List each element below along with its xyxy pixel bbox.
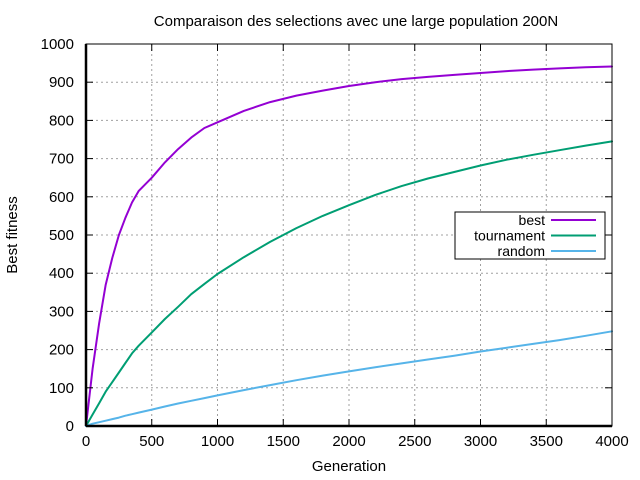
series-line-best — [85, 65, 613, 427]
x-tick-label: 2500 — [398, 433, 431, 450]
legend-label-random: random — [498, 243, 545, 259]
x-tick-label: 1500 — [267, 433, 300, 450]
y-tick-label: 700 — [49, 151, 74, 168]
y-axis-ticks: 0 100 200 300 400 500 600 700 800 900 1000 — [41, 36, 612, 435]
series-layer — [85, 65, 613, 427]
y-tick-label: 200 — [49, 342, 74, 359]
y-tick-label: 100 — [49, 380, 74, 397]
x-tick-label: 3000 — [464, 433, 497, 450]
x-tick-label: 4000 — [595, 433, 628, 450]
y-tick-label: 900 — [49, 74, 74, 91]
chart-title: Comparaison des selections avec une larg… — [154, 13, 558, 30]
legend-label-tournament: tournament — [474, 228, 545, 244]
series-line-random — [85, 330, 613, 427]
y-tick-label: 800 — [49, 112, 74, 129]
x-tick-label: 2000 — [332, 433, 365, 450]
legend-label-best: best — [519, 212, 546, 228]
x-tick-label: 3500 — [530, 433, 563, 450]
y-tick-label: 500 — [49, 227, 74, 244]
x-tick-label: 0 — [82, 433, 90, 450]
y-tick-label: 600 — [49, 189, 74, 206]
y-tick-label: 300 — [49, 303, 74, 320]
series-line-tournament — [85, 140, 613, 427]
y-tick-label: 0 — [66, 418, 74, 435]
y-tick-label: 1000 — [41, 36, 74, 53]
y-axis-label: Best fitness — [4, 196, 21, 274]
x-tick-label: 1000 — [201, 433, 234, 450]
x-axis-ticks: 0 500 1000 1500 2000 2500 3000 3500 4000 — [82, 44, 629, 450]
x-axis-label: Generation — [312, 458, 386, 475]
y-tick-label: 400 — [49, 265, 74, 282]
x-tick-label: 500 — [139, 433, 164, 450]
